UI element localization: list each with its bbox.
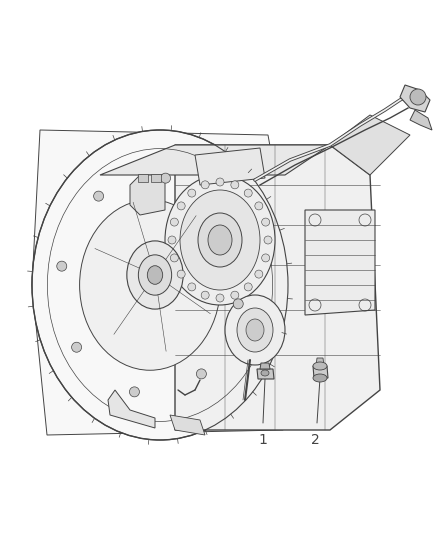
- Polygon shape: [130, 175, 165, 215]
- Ellipse shape: [219, 218, 228, 228]
- Ellipse shape: [255, 270, 263, 278]
- Ellipse shape: [170, 218, 178, 226]
- Ellipse shape: [208, 225, 232, 255]
- Ellipse shape: [225, 295, 285, 365]
- Ellipse shape: [231, 291, 239, 299]
- Polygon shape: [108, 390, 155, 428]
- Polygon shape: [316, 358, 324, 366]
- Ellipse shape: [138, 255, 172, 295]
- Ellipse shape: [161, 173, 170, 183]
- Text: 1: 1: [258, 433, 268, 447]
- Ellipse shape: [170, 254, 178, 262]
- Ellipse shape: [244, 283, 252, 291]
- Ellipse shape: [71, 342, 81, 352]
- Ellipse shape: [233, 299, 243, 309]
- Polygon shape: [330, 115, 410, 175]
- Ellipse shape: [244, 189, 252, 197]
- Ellipse shape: [180, 190, 260, 290]
- Ellipse shape: [57, 261, 67, 271]
- Ellipse shape: [198, 213, 242, 267]
- Ellipse shape: [255, 202, 263, 210]
- Ellipse shape: [165, 175, 275, 305]
- Text: 2: 2: [311, 433, 319, 447]
- Ellipse shape: [147, 265, 162, 284]
- Ellipse shape: [196, 369, 206, 379]
- Polygon shape: [400, 85, 430, 112]
- Polygon shape: [257, 369, 274, 379]
- Ellipse shape: [261, 370, 269, 376]
- Ellipse shape: [216, 178, 224, 186]
- Ellipse shape: [261, 254, 270, 262]
- Polygon shape: [32, 130, 293, 435]
- Polygon shape: [100, 145, 330, 175]
- Polygon shape: [195, 148, 265, 185]
- Ellipse shape: [168, 236, 176, 244]
- Ellipse shape: [313, 362, 327, 370]
- Ellipse shape: [237, 308, 273, 352]
- Ellipse shape: [130, 387, 139, 397]
- Ellipse shape: [188, 283, 196, 291]
- Ellipse shape: [201, 181, 209, 189]
- Ellipse shape: [177, 270, 185, 278]
- Ellipse shape: [410, 89, 426, 105]
- Polygon shape: [138, 174, 148, 182]
- Ellipse shape: [201, 291, 209, 299]
- Polygon shape: [260, 363, 270, 369]
- Ellipse shape: [94, 191, 104, 201]
- Ellipse shape: [231, 181, 239, 189]
- Ellipse shape: [32, 130, 288, 440]
- Ellipse shape: [177, 202, 185, 210]
- Polygon shape: [151, 174, 161, 182]
- Ellipse shape: [216, 294, 224, 302]
- Polygon shape: [175, 145, 380, 430]
- Ellipse shape: [127, 241, 183, 309]
- Ellipse shape: [264, 236, 272, 244]
- Polygon shape: [410, 110, 432, 130]
- Ellipse shape: [80, 200, 220, 370]
- Ellipse shape: [313, 374, 327, 382]
- Polygon shape: [170, 415, 205, 435]
- Polygon shape: [305, 210, 375, 315]
- Polygon shape: [313, 366, 328, 378]
- Ellipse shape: [261, 218, 270, 226]
- Ellipse shape: [246, 319, 264, 341]
- Ellipse shape: [188, 189, 196, 197]
